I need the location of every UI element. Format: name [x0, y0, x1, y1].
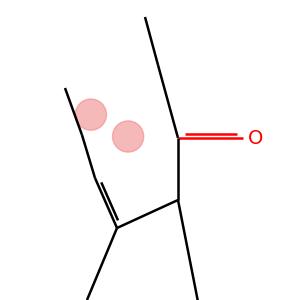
Text: O: O — [248, 128, 264, 148]
Circle shape — [75, 99, 106, 130]
Circle shape — [112, 121, 144, 152]
